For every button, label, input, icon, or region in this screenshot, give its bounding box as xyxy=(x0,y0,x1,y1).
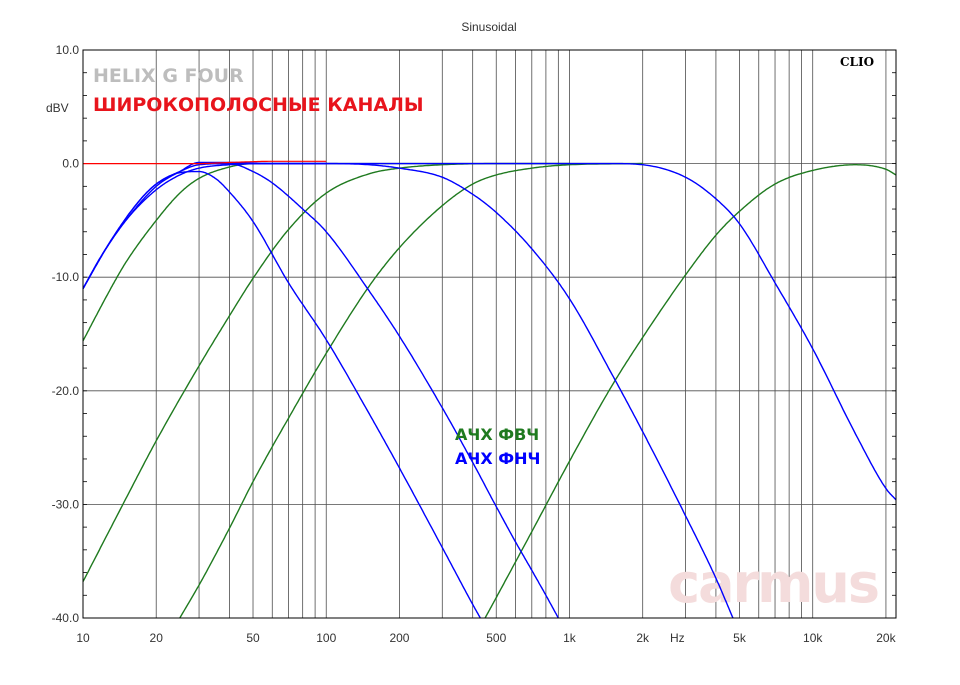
x-tick-label: 20k xyxy=(876,631,896,645)
hpf-label: АЧХ ФВЧ xyxy=(455,425,539,444)
heading-annotation: HELIX G FOUR xyxy=(93,65,244,87)
y-tick-label: -10.0 xyxy=(52,270,80,284)
lpf-curve xyxy=(82,161,327,289)
plot-frame xyxy=(82,49,897,619)
y-tick-label: -40.0 xyxy=(52,611,80,625)
chart-title: Sinusoidal xyxy=(461,20,516,34)
subheading-annotation: ШИРОКОПОЛОСНЫЕ КАНАЛЫ xyxy=(93,94,424,116)
curves xyxy=(82,160,897,619)
carmus-watermark: carmus xyxy=(668,552,878,615)
hpf-curve xyxy=(484,164,897,619)
x-tick-label: 2k xyxy=(636,631,650,645)
lpf-curve xyxy=(199,162,734,619)
y-tick-label: 0.0 xyxy=(62,157,79,171)
x-tick-label: 200 xyxy=(389,631,409,645)
y-tick-label: -30.0 xyxy=(52,497,80,511)
grid xyxy=(82,49,896,619)
y-tick-label: -20.0 xyxy=(52,384,80,398)
x-tick-label: 100 xyxy=(316,631,336,645)
axis-ticks: 10.0 0.0 -10.0 -20.0 -30.0 -40.0 10 20 50 100 200 5… xyxy=(52,43,897,645)
x-tick-label: 500 xyxy=(486,631,506,645)
y-tick-label: 10.0 xyxy=(56,43,80,57)
hpf-curve xyxy=(82,162,643,582)
lpf-label: АЧХ ФНЧ xyxy=(455,449,540,468)
reference-curve xyxy=(83,160,327,165)
y-axis-label: dBV xyxy=(46,101,69,115)
hpf-curve xyxy=(179,162,643,619)
x-tick-label: 5k xyxy=(733,631,747,645)
x-tick-label: 10k xyxy=(803,631,823,645)
x-axis-label: Hz xyxy=(670,631,685,645)
x-tick-label: 10 xyxy=(76,631,90,645)
x-tick-label: 1k xyxy=(563,631,577,645)
lpf-curve xyxy=(82,162,327,289)
lpf-curve xyxy=(199,162,897,501)
x-tick-label: 50 xyxy=(246,631,260,645)
x-tick-label: 20 xyxy=(150,631,164,645)
lpf-curve xyxy=(82,162,559,619)
clio-brand-label: CLIO xyxy=(840,55,874,69)
